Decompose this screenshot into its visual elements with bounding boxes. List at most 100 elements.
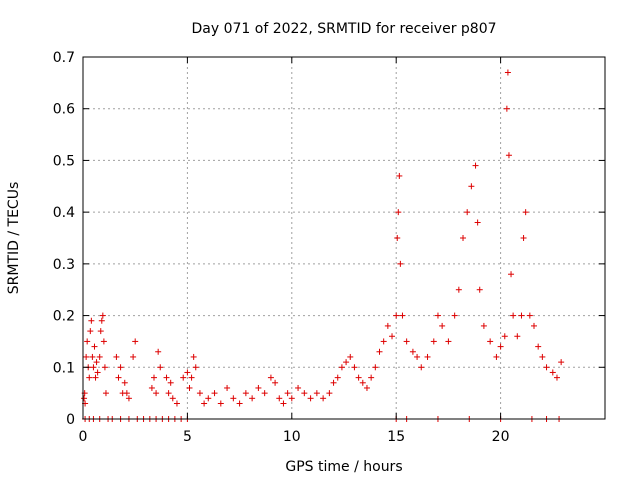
data-point xyxy=(83,353,90,360)
data-point xyxy=(163,374,170,381)
data-point xyxy=(125,395,132,402)
data-point xyxy=(393,312,400,319)
data-point xyxy=(535,343,542,350)
x-tick-label: 5 xyxy=(183,429,192,445)
data-point xyxy=(307,395,314,402)
data-point xyxy=(284,390,291,397)
data-points xyxy=(81,69,565,422)
data-point xyxy=(301,390,308,397)
data-point xyxy=(330,379,337,386)
data-point xyxy=(313,390,320,397)
data-point xyxy=(97,328,104,335)
data-point xyxy=(497,343,504,350)
data-point xyxy=(190,353,197,360)
x-tick-label: 15 xyxy=(387,429,405,445)
data-point xyxy=(520,235,527,241)
y-tick-label: 0 xyxy=(66,412,75,428)
data-point xyxy=(445,338,452,345)
data-point xyxy=(455,286,462,293)
data-point xyxy=(394,235,401,241)
data-point xyxy=(280,400,287,407)
data-point xyxy=(188,374,195,381)
data-point xyxy=(115,374,122,381)
data-point xyxy=(501,333,508,340)
data-point xyxy=(205,395,212,402)
data-point xyxy=(91,343,98,350)
x-tick-label: 20 xyxy=(492,429,510,445)
data-point xyxy=(130,353,137,360)
data-point xyxy=(169,395,176,402)
data-point xyxy=(101,364,108,371)
data-point xyxy=(186,384,193,391)
data-point xyxy=(510,312,517,319)
data-point xyxy=(384,322,391,329)
data-point xyxy=(468,183,475,190)
data-point xyxy=(167,379,174,386)
data-point xyxy=(439,322,446,329)
x-axis-label: GPS time / hours xyxy=(285,459,402,475)
data-point xyxy=(531,322,538,329)
data-point xyxy=(508,271,515,278)
data-point xyxy=(430,338,437,345)
chart-title: Day 071 of 2022, SRMTID for receiver p80… xyxy=(191,21,496,37)
data-point xyxy=(150,374,157,381)
data-point xyxy=(359,379,366,386)
data-point xyxy=(334,374,341,381)
grid xyxy=(83,57,605,419)
data-point xyxy=(180,374,187,381)
data-point xyxy=(132,338,139,345)
data-point xyxy=(165,390,172,397)
data-point xyxy=(173,400,180,407)
data-point xyxy=(90,364,97,371)
data-point xyxy=(434,312,441,319)
data-point xyxy=(89,353,96,360)
data-point xyxy=(418,364,425,371)
data-point xyxy=(403,338,410,345)
data-point xyxy=(196,390,203,397)
data-point xyxy=(217,400,224,407)
data-point xyxy=(389,333,396,340)
data-point xyxy=(155,348,162,355)
data-point xyxy=(368,374,375,381)
y-tick-label: 0.2 xyxy=(53,309,75,325)
data-point xyxy=(376,348,383,355)
data-point xyxy=(276,395,283,402)
data-point xyxy=(543,364,550,371)
data-point xyxy=(288,395,295,402)
data-point xyxy=(320,395,327,402)
y-tick-label: 0.3 xyxy=(53,257,75,273)
data-point xyxy=(414,353,421,360)
data-point xyxy=(192,364,199,371)
data-point xyxy=(553,374,560,381)
data-point xyxy=(86,374,93,381)
data-point xyxy=(92,374,99,381)
data-point xyxy=(397,260,404,267)
plot-frame xyxy=(82,56,606,420)
y-tick-label: 0.7 xyxy=(53,50,75,66)
data-point xyxy=(493,353,500,360)
data-point xyxy=(255,384,262,391)
data-point xyxy=(121,379,128,386)
data-point xyxy=(113,353,120,360)
data-point xyxy=(326,390,333,397)
y-tick-label: 0.6 xyxy=(53,102,75,118)
data-point xyxy=(480,322,487,329)
data-point xyxy=(460,235,467,241)
data-point xyxy=(464,209,471,216)
data-point xyxy=(518,312,525,319)
data-point xyxy=(153,390,160,397)
data-point xyxy=(102,390,109,397)
data-point xyxy=(261,390,268,397)
data-point xyxy=(363,384,370,391)
data-point xyxy=(99,312,106,319)
data-point xyxy=(338,364,345,371)
data-point xyxy=(184,369,191,376)
data-point xyxy=(295,384,302,391)
data-point xyxy=(100,338,107,345)
data-point xyxy=(396,172,403,179)
x-tick-label: 10 xyxy=(283,429,301,445)
data-point xyxy=(347,353,354,360)
data-point xyxy=(503,105,510,112)
data-point xyxy=(399,312,406,319)
